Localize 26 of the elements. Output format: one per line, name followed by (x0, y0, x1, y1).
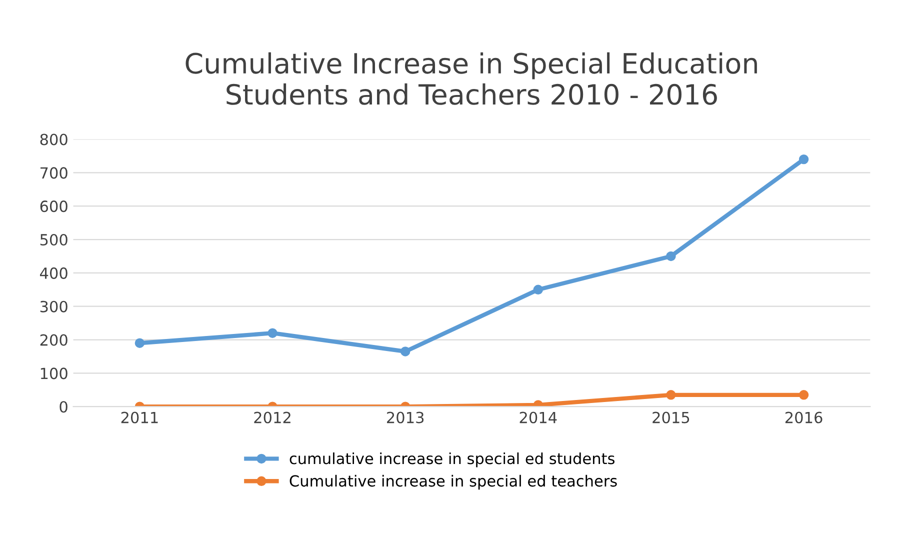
point (666, 251, 676, 262)
y-tick-label: 600 (40, 200, 68, 212)
point (268, 328, 278, 338)
x-tick-label: 2013 (387, 412, 424, 424)
point (666, 390, 676, 400)
x-tick-label: 2014 (520, 412, 557, 424)
x-tick-label: 2015 (652, 412, 690, 424)
point (533, 284, 544, 294)
x-tick-label: 2012 (254, 412, 290, 424)
y-tick-label: 400 (40, 267, 68, 279)
point (798, 154, 809, 164)
y-tick-label: 0 (60, 401, 68, 413)
legend-label: Cumulative increase in special ed teachers (290, 474, 617, 490)
x-tick-label: 2011 (121, 412, 158, 424)
y-tick-label: 100 (40, 368, 68, 380)
y-tick-label: 200 (40, 334, 68, 346)
x-tick-label: 2016 (785, 412, 822, 424)
point (400, 346, 410, 356)
y-tick-label: 800 (40, 134, 68, 146)
y-tick-label: 700 (40, 167, 68, 179)
y-tick-label: 300 (40, 300, 68, 312)
point (134, 338, 145, 348)
y-tick-label: 500 (40, 234, 68, 246)
chart-title: Cumulative Increase in Special Education Students and Teachers 2010 - 2016 (186, 52, 757, 105)
point (798, 390, 809, 400)
legend-label: cumulative increase in special ed students (290, 452, 614, 468)
